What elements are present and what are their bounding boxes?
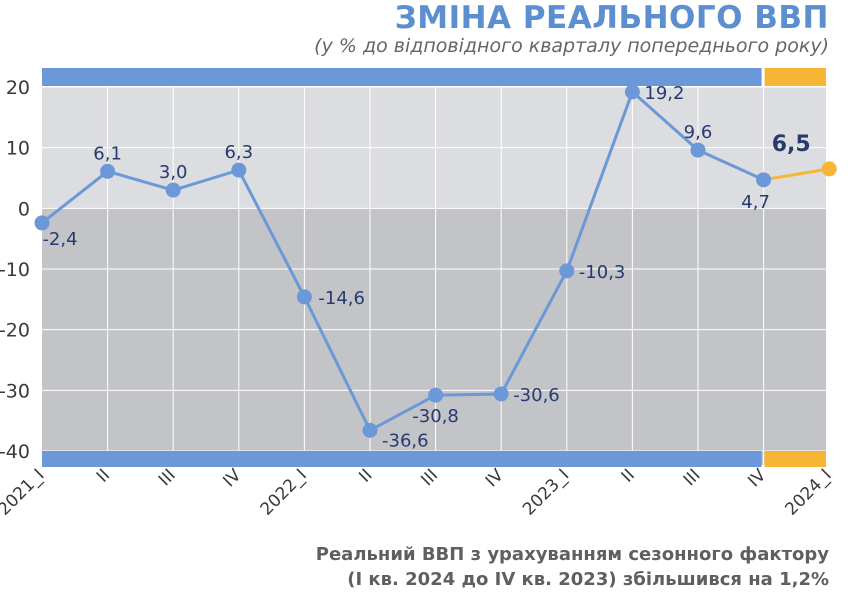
- bottom-band-orange: [764, 451, 826, 467]
- data-label: -10,3: [579, 262, 626, 283]
- top-band-blue: [42, 68, 762, 86]
- plot-bg-negative: [42, 208, 826, 466]
- data-label: -30,6: [513, 385, 560, 406]
- data-label: 19,2: [644, 83, 684, 104]
- x-tick-label: IV: [482, 465, 508, 491]
- x-tick-label: 2023_I: [519, 465, 573, 519]
- y-tick-label: 0: [18, 198, 30, 220]
- x-tick-label: II: [355, 465, 376, 486]
- data-label: -36,6: [382, 430, 429, 451]
- data-label: 3,0: [159, 162, 188, 183]
- top-band-orange: [764, 68, 826, 86]
- data-point: [690, 142, 706, 158]
- bottom-band-blue: [42, 451, 762, 467]
- x-tick-label: III: [680, 465, 705, 490]
- x-tick-label: III: [155, 465, 180, 490]
- data-point: [624, 84, 640, 100]
- x-tick-label: II: [618, 465, 639, 486]
- footnote-line-1: Реальний ВВП з урахуванням сезонного фак…: [315, 544, 829, 565]
- data-label: 6,1: [93, 143, 122, 164]
- x-tick-label: 2021_I: [0, 465, 49, 519]
- y-tick-label: -40: [0, 441, 30, 463]
- x-tick-label: II: [93, 465, 114, 486]
- series-line: [41, 89, 765, 433]
- x-tick-label: IV: [744, 465, 770, 491]
- data-point: [100, 163, 116, 179]
- data-label: -2,4: [42, 229, 77, 250]
- data-point: [165, 182, 181, 198]
- data-point: [756, 172, 772, 188]
- data-point: [231, 162, 247, 178]
- data-label: 9,6: [684, 122, 713, 143]
- data-label: -30,8: [412, 406, 459, 427]
- y-tick-label: 20: [6, 77, 30, 99]
- footnote: Реальний ВВП з урахуванням сезонного фак…: [316, 542, 829, 592]
- data-label: 4,7: [741, 192, 770, 213]
- y-tick-label: 10: [6, 138, 30, 160]
- data-point: [821, 161, 837, 177]
- data-label: 6,5: [772, 132, 811, 157]
- data-point: [296, 289, 312, 305]
- y-tick-label: -10: [0, 259, 30, 281]
- x-tick-label: IV: [219, 465, 245, 491]
- chart-title: ЗМІНА РЕАЛЬНОГО ВВП: [394, 0, 829, 36]
- x-tick-label: 2024_I: [781, 465, 835, 519]
- data-point: [559, 263, 575, 279]
- data-label: 6,3: [224, 142, 253, 163]
- data-label: -14,6: [318, 288, 365, 309]
- data-point: [493, 386, 509, 402]
- x-tick-label: III: [417, 465, 442, 490]
- data-point: [428, 387, 444, 403]
- series-line-latest: [763, 167, 830, 182]
- data-point: [362, 422, 378, 438]
- chart-subtitle: (у % до відповідного кварталу попередньо…: [314, 35, 829, 57]
- data-point: [34, 215, 50, 231]
- footnote-line-2: (І кв. 2024 до IV кв. 2023) збільшився н…: [347, 569, 829, 590]
- y-tick-label: -20: [0, 320, 30, 342]
- x-tick-label: 2022_I: [257, 465, 311, 519]
- y-tick-label: -30: [0, 380, 30, 402]
